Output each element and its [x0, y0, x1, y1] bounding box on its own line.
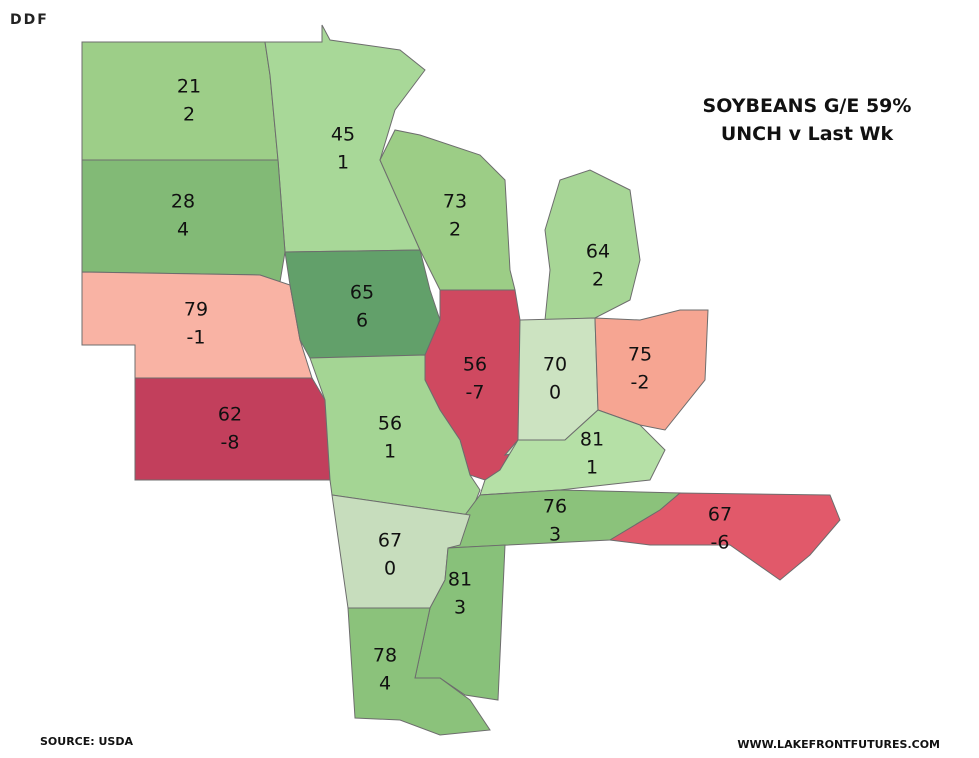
rating-label: 28 — [171, 191, 195, 213]
states — [81, 24, 841, 736]
state — [544, 169, 641, 321]
change-label: -7 — [466, 382, 485, 404]
change-label: 4 — [177, 219, 189, 241]
state — [608, 492, 841, 581]
change-label: -8 — [221, 432, 240, 454]
state — [594, 309, 709, 431]
change-label: 3 — [549, 524, 561, 546]
rating-label: 45 — [331, 124, 355, 146]
rating-label: 73 — [443, 191, 467, 213]
rating-label: 81 — [580, 429, 604, 451]
rating-label: 81 — [448, 569, 472, 591]
state — [309, 354, 481, 516]
logo: DDF — [10, 12, 49, 28]
rating-label: 67 — [708, 504, 732, 526]
rating-label: 75 — [628, 344, 652, 366]
rating-label: 65 — [350, 282, 374, 304]
change-label: 1 — [384, 441, 396, 463]
change-label: 4 — [379, 673, 391, 695]
rating-label: 56 — [463, 354, 487, 376]
rating-label: 78 — [373, 645, 397, 667]
change-label: 0 — [549, 382, 561, 404]
change-label: 1 — [586, 457, 598, 479]
source: SOURCE: USDA — [40, 735, 133, 748]
state — [379, 129, 516, 291]
state — [284, 249, 441, 359]
change-label: -6 — [711, 532, 730, 554]
rating-label: 21 — [177, 76, 201, 98]
state — [81, 41, 279, 161]
rating-label: 67 — [378, 530, 402, 552]
rating-label: 56 — [378, 413, 402, 435]
change-label: 0 — [384, 558, 396, 580]
change-label: 1 — [337, 152, 349, 174]
state — [134, 377, 331, 481]
rating-label: 76 — [543, 496, 567, 518]
rating-label: 62 — [218, 404, 242, 426]
change-label: -1 — [187, 327, 206, 349]
change-label: 2 — [449, 219, 461, 241]
subtitle: UNCH v Last Wk — [721, 123, 894, 145]
change-label: 2 — [592, 269, 604, 291]
website: WWW.LAKEFRONTFUTURES.COM — [737, 738, 940, 751]
change-label: 2 — [183, 104, 195, 126]
change-label: 3 — [454, 597, 466, 619]
state — [81, 271, 313, 379]
rating-label: 64 — [586, 241, 610, 263]
title: SOYBEANS G/E 59% — [703, 95, 912, 117]
rating-label: 79 — [184, 299, 208, 321]
change-label: -2 — [631, 372, 650, 394]
state — [347, 607, 491, 736]
rating-label: 70 — [543, 354, 567, 376]
change-label: 6 — [356, 310, 368, 332]
state — [479, 409, 666, 496]
